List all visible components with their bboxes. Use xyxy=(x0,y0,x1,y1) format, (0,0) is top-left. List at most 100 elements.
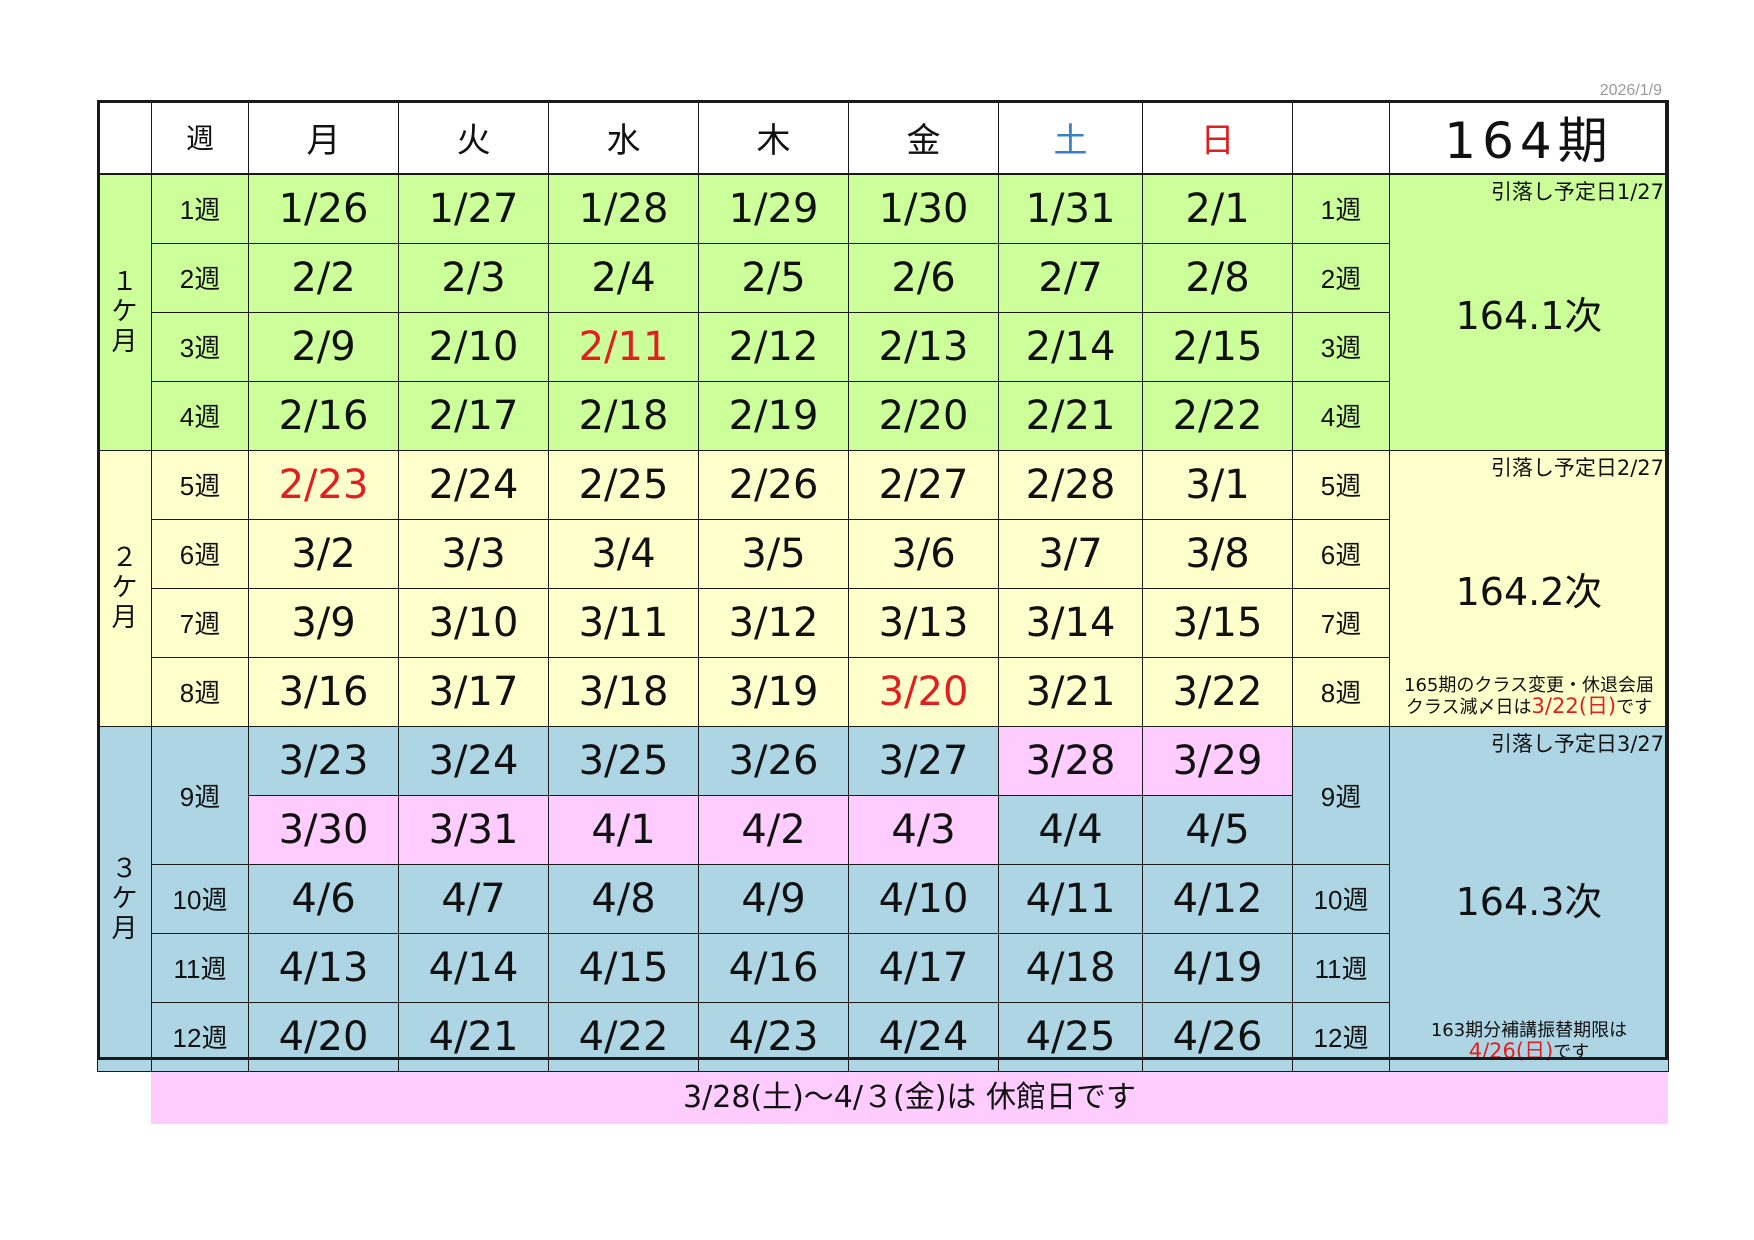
date-cell: 3/6 xyxy=(848,518,999,589)
date-cell: 4/16 xyxy=(698,932,849,1003)
date-cell: 3/15 xyxy=(1142,587,1293,658)
date-cell: 2/8 xyxy=(1142,242,1293,313)
date-cell: 3/24 xyxy=(398,725,549,796)
date-cell: 2/16 xyxy=(248,380,399,451)
date-cell: 3/25 xyxy=(548,725,699,796)
date-cell: 2/12 xyxy=(698,311,849,382)
date-cell: 2/26 xyxy=(698,449,849,520)
week-label-left: 2週 xyxy=(151,242,249,313)
note-text: です xyxy=(1553,1041,1590,1063)
date-cell: 2/4 xyxy=(548,242,699,313)
date-cell: 3/18 xyxy=(548,656,699,727)
date-cell: 4/7 xyxy=(398,863,549,934)
date-cell: 3/12 xyxy=(698,587,849,658)
date-cell: 3/2 xyxy=(248,518,399,589)
date-cell: 3/21 xyxy=(998,656,1143,727)
date-cell: 3/29 xyxy=(1142,725,1293,796)
date-cell: 1/28 xyxy=(548,173,699,244)
date-cell: 3/28 xyxy=(998,725,1143,796)
date-cell: 2/21 xyxy=(998,380,1143,451)
date-cell: 2/7 xyxy=(998,242,1143,313)
date-cell: 4/10 xyxy=(848,863,999,934)
date-cell: 2/5 xyxy=(698,242,849,313)
debit-date: 引落し予定日2/27 xyxy=(1490,455,1664,480)
month-label-char: 月 xyxy=(111,327,138,358)
week-row: ２ ケ月 5週 2/23 2/24 2/25 2/26 2/27 2/28 3/1 5週 引落し予定日… xyxy=(97,449,1669,727)
week-label-right: 2週 xyxy=(1292,242,1390,313)
term-calendar: 週 月 火 水 木 金 土 日 164期 １ ケ月 1週 1/26 1/27 1/28 1/… xyxy=(97,100,1669,1072)
week-label-left: 6週 xyxy=(151,518,249,589)
date-cell: 2/9 xyxy=(248,311,399,382)
date-cell: 1/29 xyxy=(698,173,849,244)
week-row: 2週 2/2 2/3 2/4 2/5 2/6 2/7 2/8 2週 xyxy=(98,242,1669,313)
date-cell: 3/17 xyxy=(398,656,549,727)
header-saturday: 土 xyxy=(998,100,1143,175)
week-row: 8週 3/16 3/17 3/18 3/19 3/20 3/21 3/22 8週 xyxy=(98,656,1669,727)
header-wednesday: 水 xyxy=(548,100,699,175)
date-cell: 4/22 xyxy=(548,1001,699,1072)
week-row: 11週 4/13 4/14 4/15 4/16 4/17 4/18 4/19 11週 xyxy=(98,932,1669,1003)
date-cell: 2/17 xyxy=(398,380,549,451)
date-cell: 4/14 xyxy=(398,932,549,1003)
date-cell: 2/18 xyxy=(548,380,699,451)
date-cell: 3/20 xyxy=(848,656,999,727)
month-info: 引落し予定日2/27 164.2次 165期のクラス変更・休退会届 クラス減〆日は3/… xyxy=(1389,449,1669,727)
date-cell: 1/26 xyxy=(248,173,399,244)
date-cell: 4/4 xyxy=(998,794,1143,865)
date-cell: 4/5 xyxy=(1142,794,1293,865)
week-label-left: 10週 xyxy=(151,863,249,934)
date-cell: 4/12 xyxy=(1142,863,1293,934)
date-cell: 4/25 xyxy=(998,1001,1143,1072)
month-label-char: ２ xyxy=(111,543,138,573)
date-cell: 4/15 xyxy=(548,932,699,1003)
date-cell: 2/27 xyxy=(848,449,999,520)
date-cell: 1/30 xyxy=(848,173,999,244)
date-cell: 2/15 xyxy=(1142,311,1293,382)
date-cell: 2/14 xyxy=(998,311,1143,382)
date-cell: 4/20 xyxy=(248,1001,399,1072)
week-label-left: 1週 xyxy=(151,173,249,244)
header-sunday: 日 xyxy=(1142,100,1293,175)
week-label-right: 6週 xyxy=(1292,518,1390,589)
week-row: 3/30 3/31 4/1 4/2 4/3 4/4 4/5 xyxy=(98,794,1669,865)
week-label-right: 4週 xyxy=(1292,380,1390,451)
date-cell: 2/23 xyxy=(248,449,399,520)
date-cell: 4/2 xyxy=(698,794,849,865)
header-corner xyxy=(97,100,152,175)
date-cell: 4/24 xyxy=(848,1001,999,1072)
week-row: 10週 4/6 4/7 4/8 4/9 4/10 4/11 4/12 10週 xyxy=(98,863,1669,934)
month-note: 163期分補講振替期限は 4/26(日)です xyxy=(1391,1019,1668,1063)
week-label-left: 5週 xyxy=(151,449,249,520)
note-text: 163期分補講振替期限は xyxy=(1430,1019,1628,1041)
week-row: 6週 3/2 3/3 3/4 3/5 3/6 3/7 3/8 6週 xyxy=(98,518,1669,589)
date-cell: 4/18 xyxy=(998,932,1143,1003)
date-cell: 2/22 xyxy=(1142,380,1293,451)
week-label-right: 9週 xyxy=(1292,725,1390,865)
date-cell: 3/9 xyxy=(248,587,399,658)
date-cell: 2/19 xyxy=(698,380,849,451)
note-deadline: 3/22(日) xyxy=(1531,693,1617,718)
week-label-right: 7週 xyxy=(1292,587,1390,658)
date-cell: 3/19 xyxy=(698,656,849,727)
date-cell: 3/3 xyxy=(398,518,549,589)
date-cell: 3/1 xyxy=(1142,449,1293,520)
week-row: ３ ケ月 9週 3/23 3/24 3/25 3/26 3/27 3/28 3/29 9週 引落し予定… xyxy=(97,725,1669,1072)
date-cell: 3/13 xyxy=(848,587,999,658)
month-note: 165期のクラス変更・休退会届 クラス減〆日は3/22(日)です xyxy=(1391,675,1668,718)
month-info: 引落し予定日3/27 164.3次 163期分補講振替期限は 4/26(日)です xyxy=(1389,725,1669,1072)
week-label-left: 4週 xyxy=(151,380,249,451)
date-cell: 4/3 xyxy=(848,794,999,865)
date-cell: 3/30 xyxy=(248,794,399,865)
date-cell: 4/8 xyxy=(548,863,699,934)
header-row: 週 月 火 水 木 金 土 日 164期 xyxy=(97,100,1669,175)
date-cell: 3/22 xyxy=(1142,656,1293,727)
header-thursday: 木 xyxy=(698,100,849,175)
date-cell: 4/1 xyxy=(548,794,699,865)
document-date: 2026/1/9 xyxy=(1599,82,1662,99)
date-cell: 4/19 xyxy=(1142,932,1293,1003)
date-cell: 2/10 xyxy=(398,311,549,382)
week-label-right: 12週 xyxy=(1292,1001,1390,1072)
week-label-left: 12週 xyxy=(151,1001,249,1072)
